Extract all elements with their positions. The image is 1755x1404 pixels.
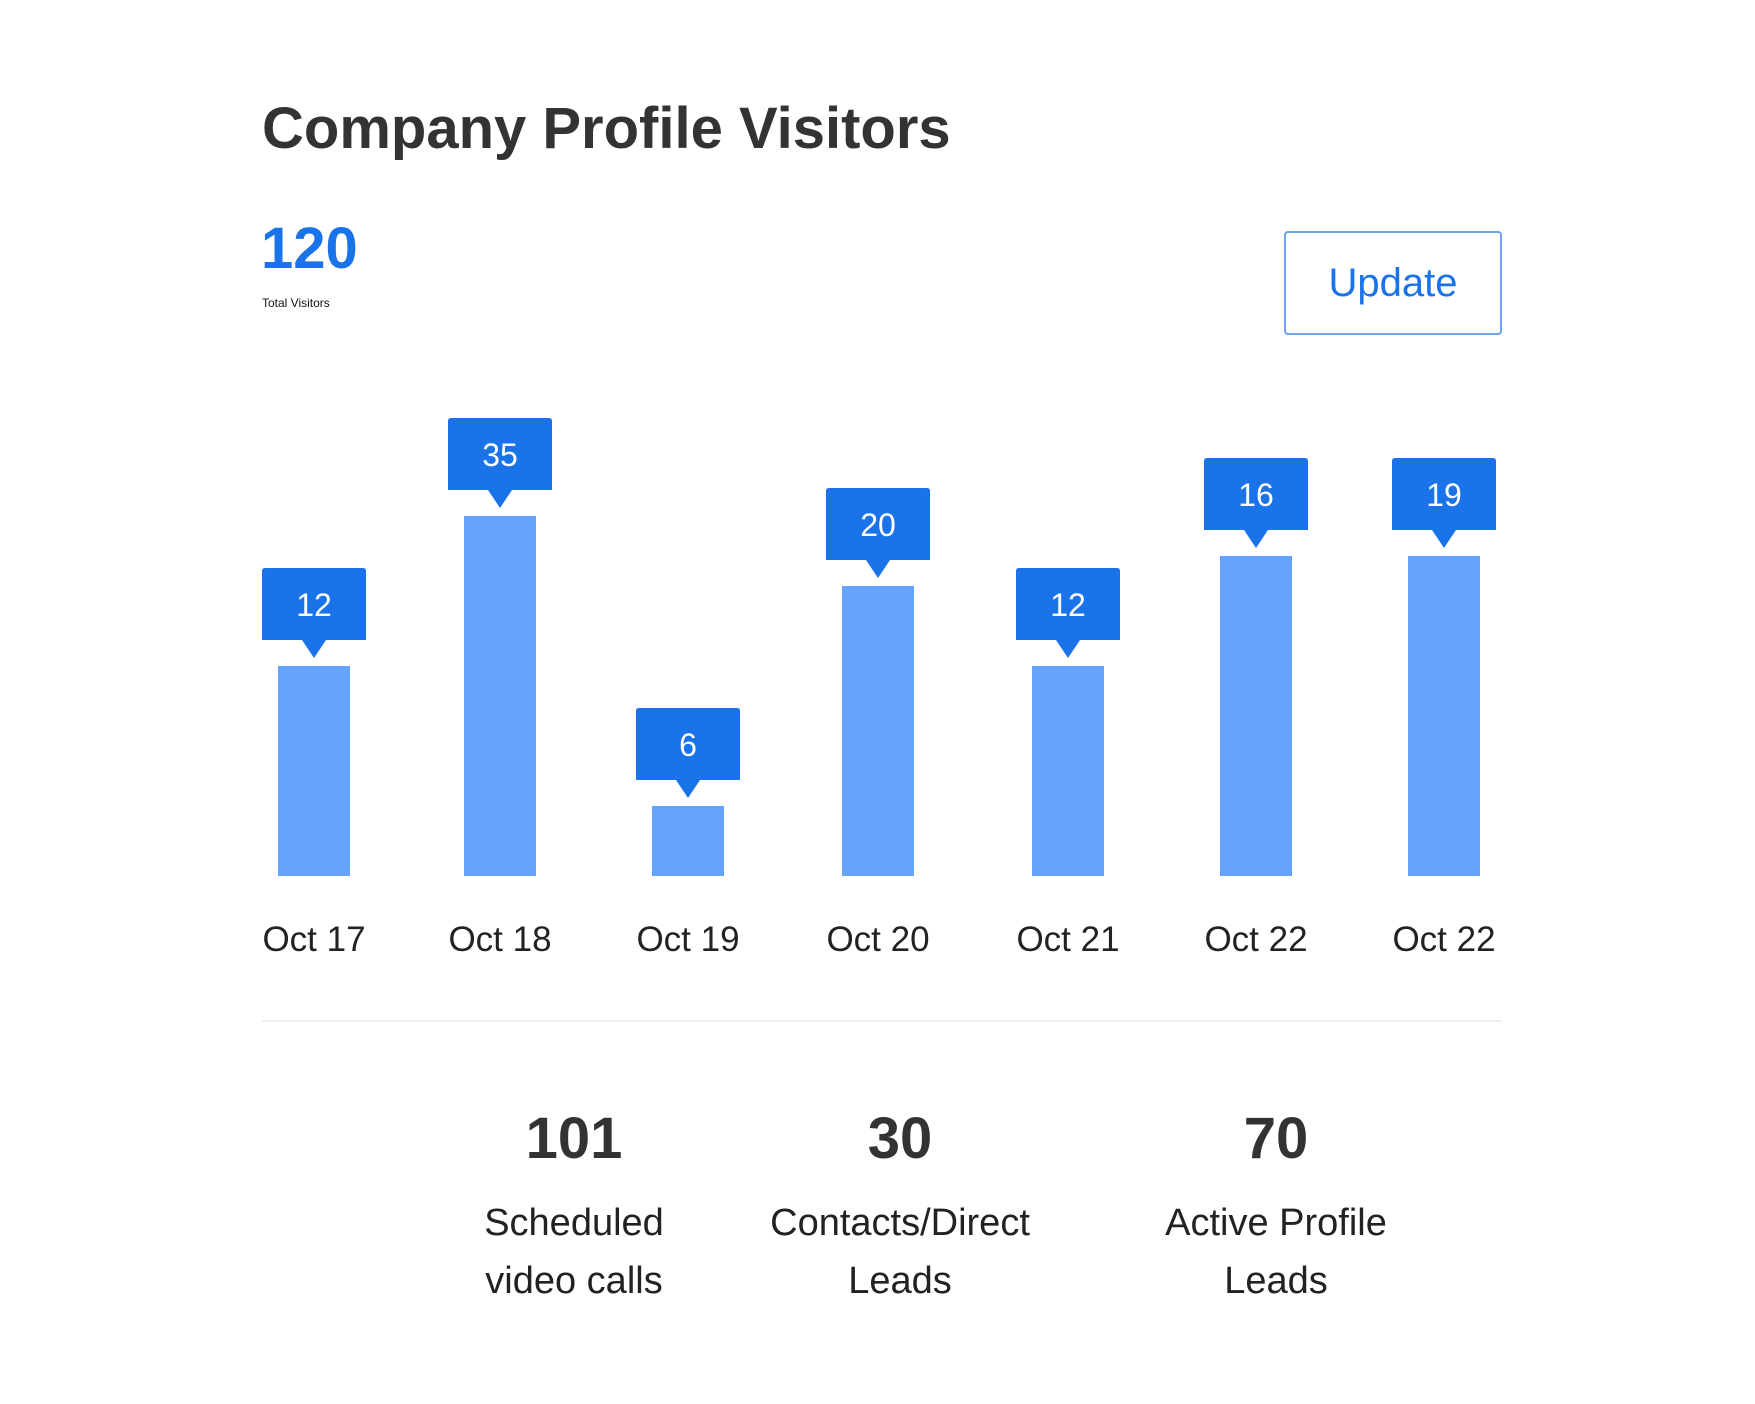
total-visitors-label: Total Visitors <box>262 296 330 310</box>
value-callout-6 <box>1392 458 1496 548</box>
value-callout-5 <box>1204 458 1308 548</box>
bar-2 <box>652 806 724 876</box>
data-label-3: 20 <box>860 507 896 543</box>
total-visitors-value: 120 <box>261 216 358 281</box>
data-label-1: 35 <box>482 437 518 473</box>
x-tick-label-4: Oct 21 <box>1016 920 1119 959</box>
bar-1 <box>464 516 536 876</box>
value-callout-0 <box>262 568 366 658</box>
bar-4 <box>1032 666 1104 876</box>
data-label-6: 19 <box>1426 477 1462 513</box>
stat-label-line2: Leads <box>848 1260 952 1302</box>
stat-scheduled-video-calls: 101 Scheduled video calls <box>414 1110 734 1310</box>
data-label-4: 12 <box>1050 587 1086 623</box>
x-tick-label-2: Oct 19 <box>636 920 739 959</box>
x-tick-label-6: Oct 22 <box>1392 920 1495 959</box>
stat-label-line2: Leads <box>1224 1260 1328 1302</box>
visitors-bar-chart: 12 Oct 17 35 Oct 18 6 Oct 19 20 Oct 20 12 Oct 21 1… <box>262 418 1496 959</box>
bar-6 <box>1408 556 1480 876</box>
stat-contacts-direct-leads: 30 Contacts/Direct Leads <box>740 1110 1060 1310</box>
divider <box>262 1020 1502 1022</box>
value-callout-1 <box>448 418 552 508</box>
value-callout-2 <box>636 708 740 798</box>
page-title: Company Profile Visitors <box>262 96 951 161</box>
data-label-5: 16 <box>1238 477 1274 513</box>
x-tick-label-3: Oct 20 <box>826 920 929 959</box>
stat-label-line1: Active Profile <box>1165 1202 1387 1244</box>
stat-value: 30 <box>867 1106 933 1171</box>
x-tick-label-0: Oct 17 <box>262 920 365 959</box>
x-tick-label-5: Oct 22 <box>1204 920 1307 959</box>
data-label-0: 12 <box>296 587 332 623</box>
update-button[interactable]: Update <box>1284 231 1502 335</box>
data-label-2: 6 <box>679 727 697 763</box>
stat-label-line1: Scheduled <box>484 1202 664 1244</box>
stat-label-line1: Contacts/Direct <box>770 1202 1030 1244</box>
bar-0 <box>278 666 350 876</box>
stat-value: 101 <box>525 1106 623 1171</box>
bar-5 <box>1220 556 1292 876</box>
stat-label-line2: video calls <box>485 1260 663 1302</box>
stat-active-profile-leads: 70 Active Profile Leads <box>1116 1110 1436 1310</box>
value-callout-3 <box>826 488 930 578</box>
bar-3 <box>842 586 914 876</box>
stat-value: 70 <box>1243 1106 1309 1171</box>
value-callout-4 <box>1016 568 1120 658</box>
x-tick-label-1: Oct 18 <box>448 920 551 959</box>
